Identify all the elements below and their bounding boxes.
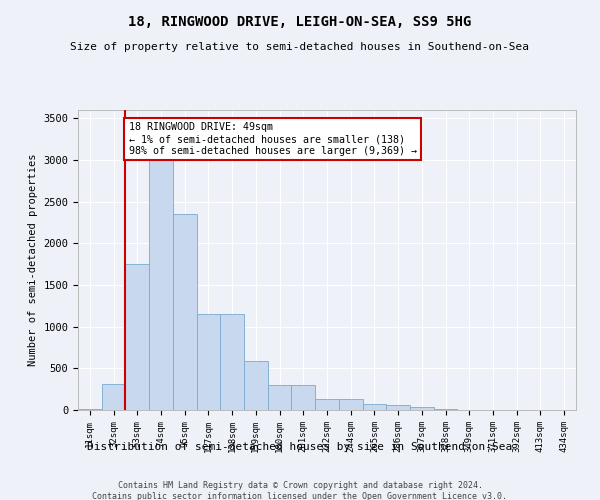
Bar	[125, 264, 149, 410]
Text: Contains public sector information licensed under the Open Government Licence v3: Contains public sector information licen…	[92, 492, 508, 500]
Text: 18, RINGWOOD DRIVE, LEIGH-ON-SEA, SS9 5HG: 18, RINGWOOD DRIVE, LEIGH-ON-SEA, SS9 5H…	[128, 15, 472, 29]
Y-axis label: Number of semi-detached properties: Number of semi-detached properties	[28, 154, 38, 366]
Text: Contains HM Land Registry data © Crown copyright and database right 2024.: Contains HM Land Registry data © Crown c…	[118, 481, 482, 490]
Bar	[410, 406, 434, 410]
Bar	[78, 409, 102, 410]
Text: 18 RINGWOOD DRIVE: 49sqm
← 1% of semi-detached houses are smaller (138)
98% of s: 18 RINGWOOD DRIVE: 49sqm ← 1% of semi-de…	[129, 122, 417, 156]
Bar	[268, 386, 292, 410]
Bar	[434, 409, 457, 410]
Bar	[362, 404, 386, 410]
Bar	[220, 314, 244, 410]
Bar	[244, 361, 268, 410]
Bar	[197, 314, 220, 410]
Bar	[315, 399, 339, 410]
Bar	[173, 214, 197, 410]
Text: Size of property relative to semi-detached houses in Southend-on-Sea: Size of property relative to semi-detach…	[71, 42, 530, 52]
Text: Distribution of semi-detached houses by size in Southend-on-Sea: Distribution of semi-detached houses by …	[88, 442, 512, 452]
Bar	[149, 160, 173, 410]
Bar	[292, 386, 315, 410]
Bar	[102, 384, 125, 410]
Bar	[339, 399, 362, 410]
Bar	[386, 406, 410, 410]
